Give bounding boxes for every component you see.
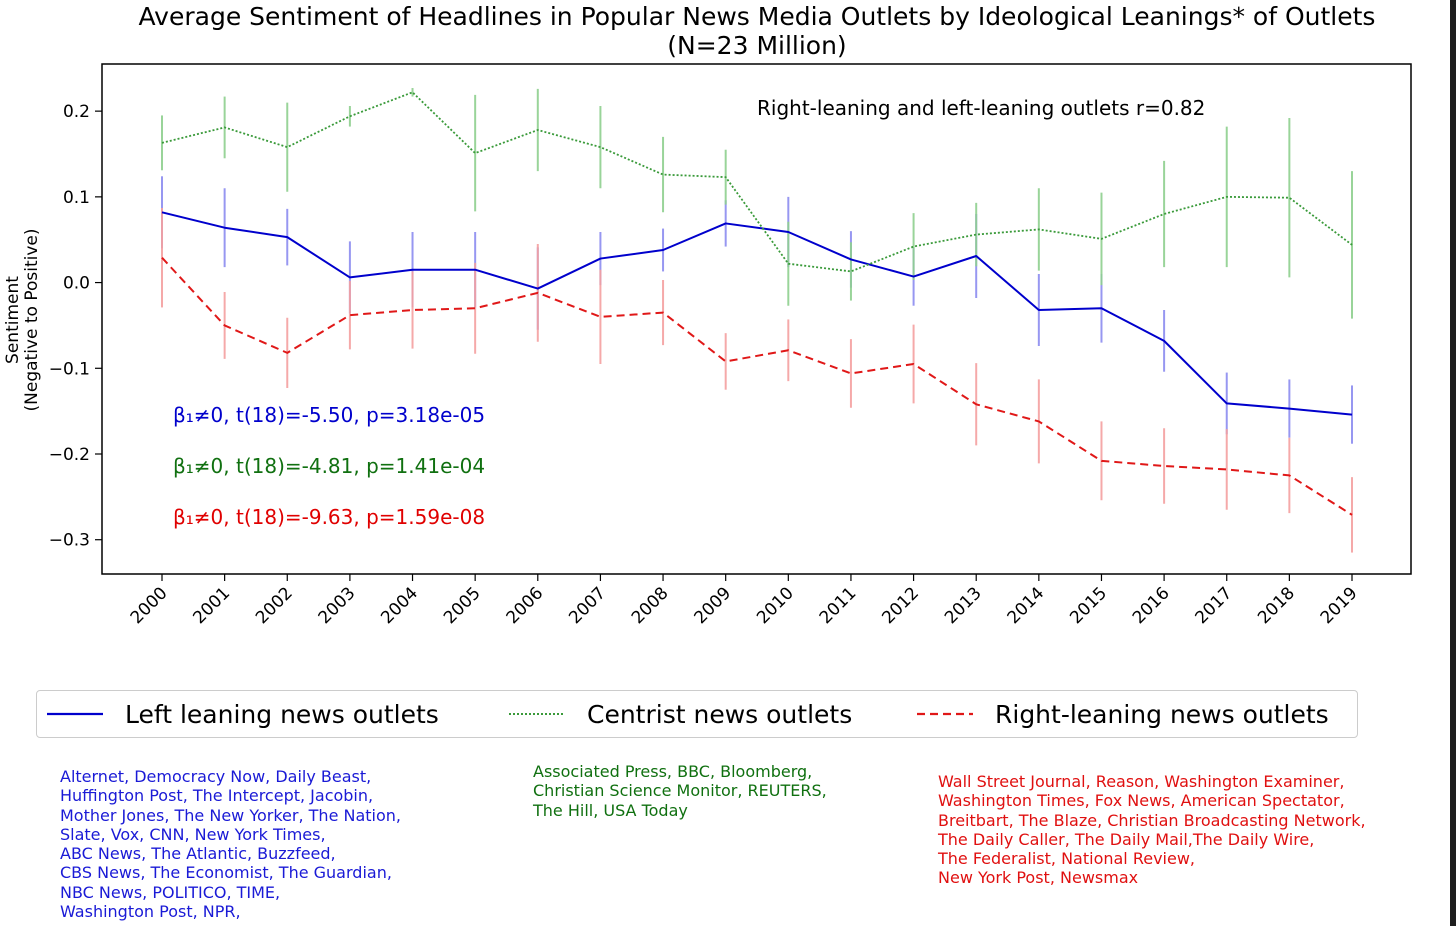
x-tick-label: 2016 [1129, 583, 1174, 628]
x-tick-label: 2002 [252, 583, 297, 628]
left-series-line [161, 211, 1353, 416]
x-tick-label: 2000 [127, 583, 172, 628]
y-tick-label: −0.3 [49, 531, 90, 551]
legend-entry-centrist: Centrist news outlets [509, 691, 852, 737]
centrist-regression-annotation: β₁≠0, t(18)=-4.81, p=1.41e-04 [173, 454, 485, 478]
y-tick-label: −0.1 [49, 359, 90, 379]
centrist-outlets-list: Associated Press, BBC, Bloomberg, Christ… [533, 762, 827, 820]
centrist-series-line [161, 91, 1353, 273]
y-tick-label: −0.2 [49, 445, 90, 465]
y-tick-label: 0.2 [63, 102, 90, 122]
plot-area: 0.2 0.1 0.0 −0.1 −0.2 −0.3 2000 2001 2002 2003 200… [49, 88, 1362, 628]
x-tick-label: 2009 [690, 583, 735, 628]
left-regression-annotation: β₁≠0, t(18)=-5.50, p=3.18e-05 [173, 403, 485, 427]
legend-label-right: Right-leaning news outlets [995, 699, 1329, 729]
right-outlets-list: Wall Street Journal, Reason, Washington … [938, 772, 1366, 888]
x-tick-label: 2019 [1317, 583, 1362, 628]
x-tick-label: 2005 [440, 583, 485, 628]
x-tick-label: 2006 [503, 583, 548, 628]
chart-title: Average Sentiment of Headlines in Popula… [139, 2, 1376, 31]
x-tick-label: 2017 [1192, 583, 1237, 628]
legend-entry-right: Right-leaning news outlets [917, 691, 1329, 737]
y-tick-label: 0.1 [63, 188, 90, 208]
legend-swatch-right [917, 712, 973, 716]
legend-label-left: Left leaning news outlets [125, 699, 439, 729]
chart-svg: Average Sentiment of Headlines in Popula… [3, 2, 1412, 628]
legend: Left leaning news outlets Centrist news … [36, 690, 1358, 738]
x-tick-label: 2010 [753, 583, 798, 628]
x-tick-label: 2001 [189, 583, 234, 628]
x-tick-label: 2008 [628, 583, 673, 628]
legend-label-centrist: Centrist news outlets [587, 699, 853, 729]
x-tick-label: 2013 [941, 583, 986, 628]
legend-entry-left: Left leaning news outlets [47, 691, 439, 737]
x-tick-label: 2015 [1066, 583, 1111, 628]
correlation-annotation: Right-leaning and left-leaning outlets r… [757, 96, 1205, 120]
axes-frame [101, 63, 1412, 575]
legend-swatch-centrist [509, 713, 565, 715]
left-outlets-list: Alternet, Democracy Now, Daily Beast, Hu… [60, 767, 401, 922]
x-tick-label: 2014 [1004, 583, 1049, 628]
right-series-line [161, 257, 1353, 516]
window-edge [1450, 0, 1456, 926]
x-tick-label: 2003 [315, 583, 360, 628]
y-axis-label-group: Sentiment (Negative to Positive) [3, 229, 42, 412]
x-tick-label: 2007 [565, 583, 610, 628]
chart-subtitle: (N=23 Million) [667, 31, 846, 60]
x-tick-label: 2011 [816, 583, 861, 628]
x-tick-label: 2004 [377, 583, 422, 628]
legend-swatch-left [47, 712, 103, 716]
x-tick-label: 2012 [878, 583, 923, 628]
annotations: Right-leaning and left-leaning outlets r… [173, 96, 1205, 529]
y-tick-label: 0.0 [63, 274, 90, 294]
y-axis-label-sub: (Negative to Positive) [22, 229, 42, 412]
right-regression-annotation: β₁≠0, t(18)=-9.63, p=1.59e-08 [173, 505, 485, 529]
y-axis-label: Sentiment [3, 276, 23, 364]
x-tick-label: 2018 [1254, 583, 1299, 628]
